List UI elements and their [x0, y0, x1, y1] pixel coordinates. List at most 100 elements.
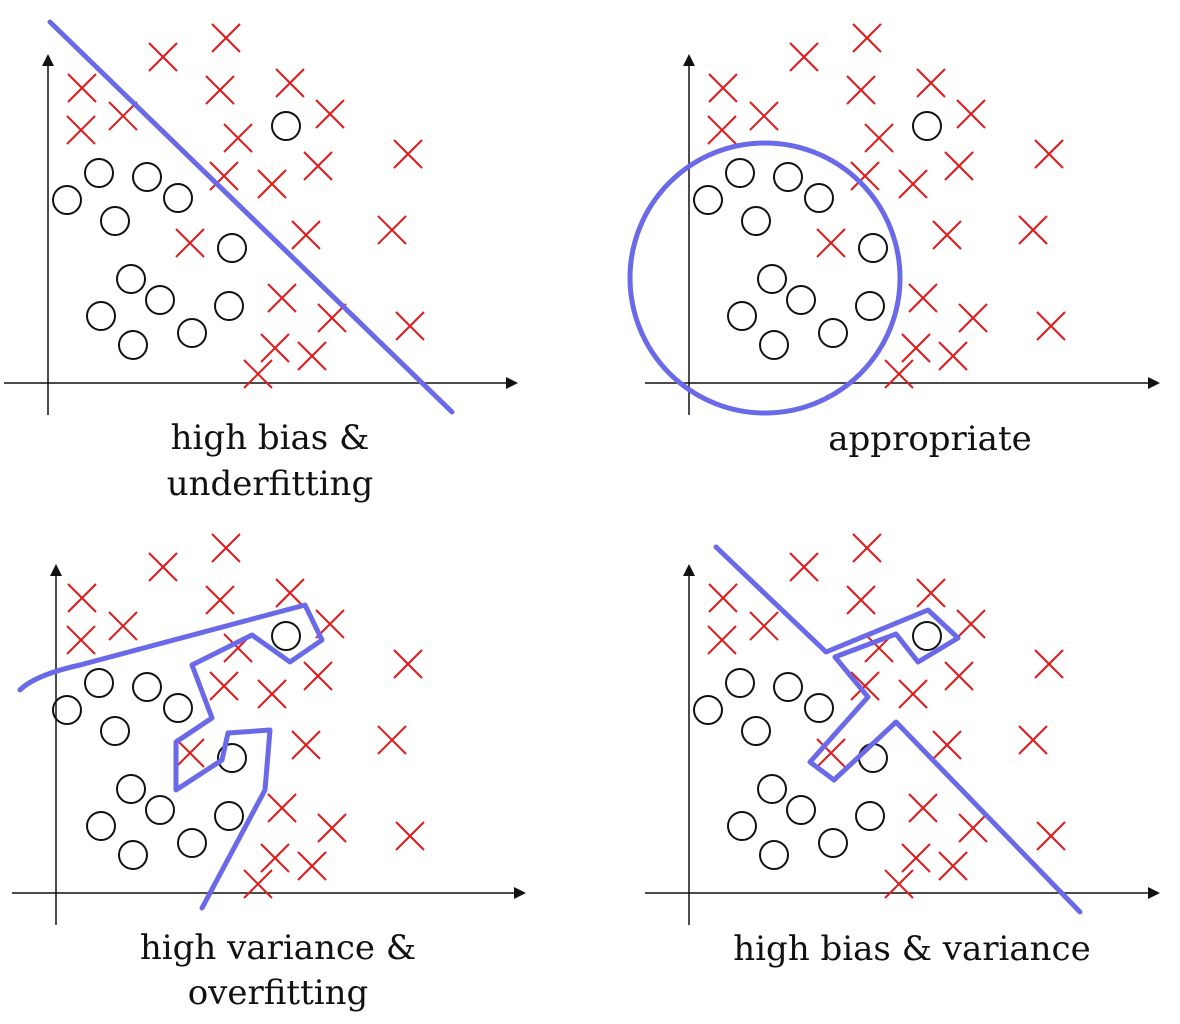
cross-marker — [67, 583, 97, 613]
cross-marker — [377, 215, 407, 245]
cross-marker — [205, 75, 235, 105]
circle-marker — [163, 183, 193, 213]
circle-marker — [217, 233, 247, 263]
cross-marker — [708, 583, 738, 613]
circle-marker — [773, 162, 803, 192]
circle-marker — [725, 158, 755, 188]
circle-marker — [786, 795, 816, 825]
cross-marker — [846, 75, 876, 105]
cross-marker — [901, 333, 931, 363]
cross-marker — [205, 585, 235, 615]
circle-marker — [118, 840, 148, 870]
circle-marker — [271, 111, 301, 141]
circle-marker — [177, 318, 207, 348]
cross-marker — [148, 42, 178, 72]
cross-marker — [275, 68, 305, 98]
panel-caption: high bias & underfitting — [167, 418, 373, 504]
cross-marker — [938, 341, 968, 371]
cross-marker — [816, 738, 846, 768]
circle-marker — [855, 291, 885, 321]
panel-caption: appropriate — [828, 419, 1031, 459]
cross-marker — [67, 73, 97, 103]
circle-marker — [84, 158, 114, 188]
circle-marker — [214, 291, 244, 321]
circle-marker — [118, 330, 148, 360]
cross-marker — [291, 730, 321, 760]
cross-marker — [749, 611, 779, 641]
cross-marker — [291, 220, 321, 250]
panel-underfitting: high bias & underfitting — [4, 19, 518, 504]
cross-marker — [303, 151, 333, 181]
circle-marker — [145, 795, 175, 825]
cross-marker — [275, 578, 305, 608]
cross-marker — [901, 843, 931, 873]
cross-marker — [932, 730, 962, 760]
circle-marker — [271, 621, 301, 651]
cross-marker — [789, 42, 819, 72]
circle-marker — [145, 285, 175, 315]
decision-boundary-overfit — [17, 602, 325, 911]
cross-marker — [944, 151, 974, 181]
cross-marker — [377, 725, 407, 755]
cross-marker — [816, 228, 846, 258]
cross-marker — [908, 793, 938, 823]
cross-marker — [956, 99, 986, 129]
circle-marker — [86, 301, 116, 331]
circle-marker — [741, 206, 771, 236]
circle-marker — [727, 811, 757, 841]
cross-marker — [175, 738, 205, 768]
circle-marker — [818, 318, 848, 348]
circle-marker — [855, 801, 885, 831]
circle-marker — [757, 774, 787, 804]
circle-marker — [759, 330, 789, 360]
cross-marker — [243, 359, 273, 389]
cross-marker — [257, 679, 287, 709]
cross-marker — [850, 671, 880, 701]
cross-marker — [317, 813, 347, 843]
cross-marker — [175, 228, 205, 258]
cross-marker — [209, 671, 239, 701]
circle-marker — [100, 206, 130, 236]
cross-marker — [1018, 725, 1048, 755]
circle-marker — [818, 828, 848, 858]
circle-marker — [116, 774, 146, 804]
cross-marker — [852, 533, 882, 563]
cross-marker — [916, 578, 946, 608]
cross-marker — [267, 283, 297, 313]
cross-marker — [864, 123, 894, 153]
circle-marker — [759, 840, 789, 870]
panel-caption: high variance & overfitting — [140, 928, 416, 1013]
cross-marker — [898, 679, 928, 709]
decision-boundary-bias-variance — [713, 544, 1083, 915]
cross-marker — [393, 649, 423, 679]
circle-marker — [804, 693, 834, 723]
cross-marker — [707, 625, 737, 655]
cross-marker — [846, 585, 876, 615]
cross-marker — [932, 220, 962, 250]
circle-marker — [163, 693, 193, 723]
cross-marker — [108, 611, 138, 641]
cross-marker — [708, 73, 738, 103]
cross-marker — [66, 115, 96, 145]
caption-line: appropriate — [828, 419, 1031, 459]
circle-marker — [84, 668, 114, 698]
cross-marker — [317, 303, 347, 333]
circle-marker — [804, 183, 834, 213]
cross-marker — [395, 821, 425, 851]
cross-marker — [395, 311, 425, 341]
cross-marker — [148, 552, 178, 582]
circle-marker — [132, 672, 162, 702]
cross-marker — [315, 99, 345, 129]
circle-marker — [52, 695, 82, 725]
circle-marker — [858, 743, 888, 773]
circle-marker — [773, 672, 803, 702]
circle-marker — [100, 716, 130, 746]
circle-marker — [858, 233, 888, 263]
cross-marker — [884, 359, 914, 389]
circle-marker — [116, 264, 146, 294]
decision-boundary-circle — [627, 140, 903, 416]
cross-marker — [908, 283, 938, 313]
cross-marker — [267, 793, 297, 823]
panel-overfitting: high variance & overfitting — [12, 533, 526, 1013]
